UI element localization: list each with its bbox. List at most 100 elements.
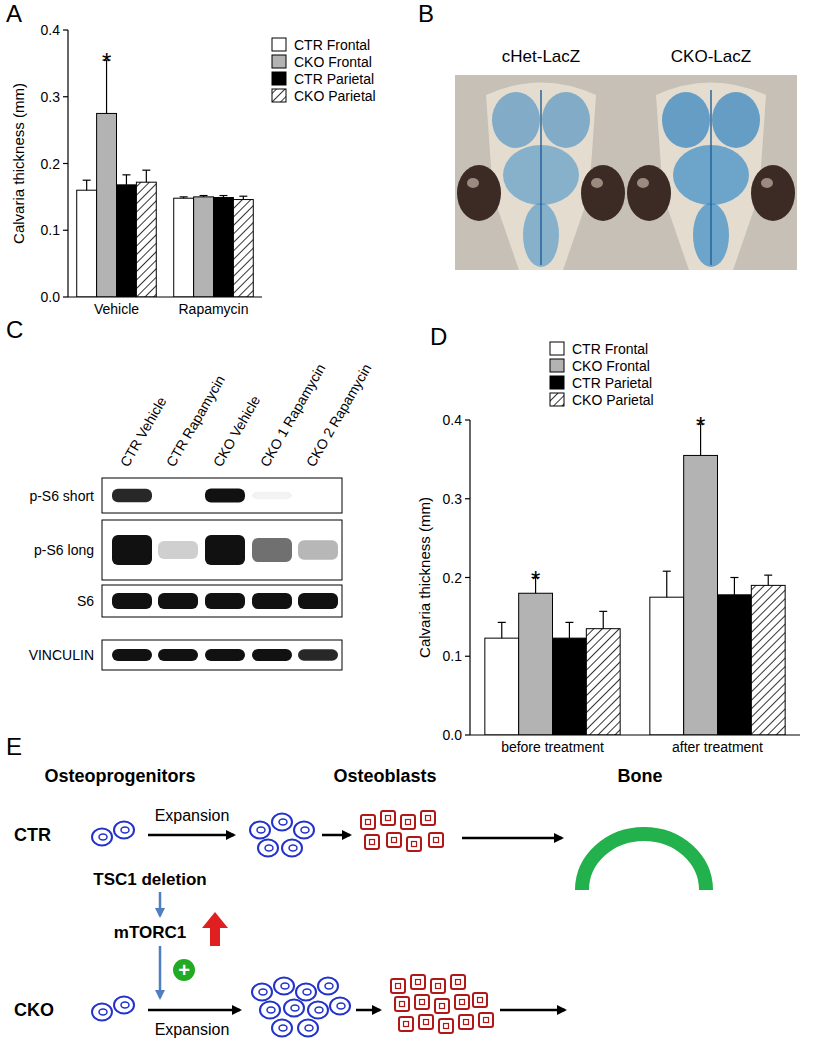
- legend-label: CTR Parietal: [294, 71, 374, 87]
- nucleus: [279, 1025, 287, 1031]
- panel-letter: A: [6, 0, 22, 27]
- nucleus: [370, 840, 375, 845]
- legend-swatch: [272, 72, 286, 85]
- nucleus: [440, 1004, 445, 1009]
- bar: [751, 585, 785, 735]
- band: [252, 492, 292, 499]
- arrow: [462, 837, 562, 840]
- osteoprogenitor: [296, 984, 316, 1001]
- tick-mark: [63, 29, 68, 30]
- eye: [581, 165, 625, 221]
- legend-label: CKO Parietal: [572, 392, 654, 408]
- band: [205, 535, 245, 565]
- error-cap: [498, 622, 506, 623]
- tick-label: 0.4: [443, 412, 463, 428]
- eye-highlight: [591, 178, 603, 188]
- significance: *: [102, 48, 111, 75]
- nucleus: [444, 1024, 449, 1029]
- error-cap: [122, 174, 130, 175]
- tick-mark: [63, 163, 68, 164]
- stage-header: Bone: [618, 766, 663, 786]
- nucleus: [406, 820, 411, 825]
- nucleus: [434, 838, 439, 843]
- osteoblast: [411, 975, 425, 989]
- error-cap: [599, 611, 607, 612]
- osteoblast: [419, 1015, 433, 1029]
- error-stem: [146, 170, 147, 182]
- category-label: Rapamycin: [178, 301, 248, 317]
- error-bar: [498, 622, 506, 638]
- tick-mark: [465, 734, 470, 735]
- step-label: Expansion: [155, 807, 230, 824]
- category-label: before treatment: [501, 739, 604, 755]
- nucleus: [478, 998, 483, 1003]
- photo-background: [455, 75, 627, 270]
- arrow: [148, 1009, 240, 1012]
- legend: CTR FrontalCKO FrontalCTR ParietalCKO Pa…: [272, 37, 376, 104]
- nucleus: [267, 1007, 275, 1013]
- legend-swatch: [550, 376, 564, 389]
- plus-badge: [173, 959, 195, 981]
- photo-label: CKO-LacZ: [671, 47, 751, 66]
- arrow: [356, 1009, 380, 1012]
- osteoprogenitor: [308, 1002, 328, 1019]
- tick-mark: [465, 419, 470, 420]
- nucleus: [366, 820, 371, 825]
- lane-label: CKO Vehicle: [210, 393, 264, 470]
- arrow: [148, 834, 234, 837]
- arrow: [500, 1009, 565, 1012]
- osteoblast: [387, 833, 401, 847]
- legend-label: CTR Frontal: [294, 37, 370, 53]
- nucleus: [121, 827, 129, 833]
- osteoblast: [435, 999, 449, 1013]
- tick-label: 0.2: [443, 570, 463, 586]
- error-bar: [219, 196, 227, 198]
- osteoblast: [361, 815, 375, 829]
- stain: [712, 92, 760, 148]
- stain: [662, 92, 710, 148]
- osteoprogenitor: [258, 840, 278, 857]
- arrow: [159, 892, 162, 916]
- stage-header: Osteoprogenitors: [44, 766, 195, 786]
- tick-mark: [465, 498, 470, 499]
- osteoblast: [455, 995, 469, 1009]
- osteoprogenitor: [298, 1020, 318, 1037]
- band: [112, 593, 152, 609]
- tick-label: 0.1: [443, 648, 463, 664]
- skull: [486, 83, 596, 271]
- nucleus: [257, 827, 265, 833]
- band: [252, 649, 292, 661]
- photo-background: [625, 75, 797, 270]
- photo-label: cHet-LacZ: [502, 47, 580, 66]
- error-stem: [603, 611, 604, 628]
- blot-frame: [102, 585, 342, 617]
- legend-swatch: [550, 359, 564, 372]
- up-arrow: [202, 912, 228, 946]
- band: [112, 535, 152, 565]
- x-axis: [470, 734, 800, 735]
- skull: [656, 83, 766, 271]
- nucleus: [281, 983, 289, 989]
- error-bar: [122, 175, 130, 185]
- osteoprogenitor: [252, 984, 272, 1001]
- arrow: [322, 834, 350, 837]
- nucleus: [337, 1003, 345, 1009]
- nucleus: [464, 1020, 469, 1025]
- error-cap: [200, 195, 208, 196]
- lane-label: CTR Vehicle: [117, 394, 170, 470]
- osteoprogenitor: [114, 997, 134, 1014]
- legend-swatch: [550, 393, 564, 406]
- y-axis-label: Calvaria thickness (mm): [10, 83, 27, 244]
- error-cap: [663, 571, 671, 572]
- nucleus: [325, 983, 333, 989]
- tick-mark: [465, 577, 470, 578]
- bar: [97, 113, 117, 297]
- error-stem: [768, 575, 769, 585]
- legend: CTR FrontalCKO FrontalCTR ParietalCKO Pa…: [550, 341, 654, 408]
- band: [112, 489, 152, 502]
- band: [298, 540, 338, 560]
- osteoblast: [431, 979, 445, 993]
- bar: [194, 197, 214, 297]
- row-label: CKO: [14, 1000, 54, 1020]
- osteoprogenitor: [92, 1004, 112, 1021]
